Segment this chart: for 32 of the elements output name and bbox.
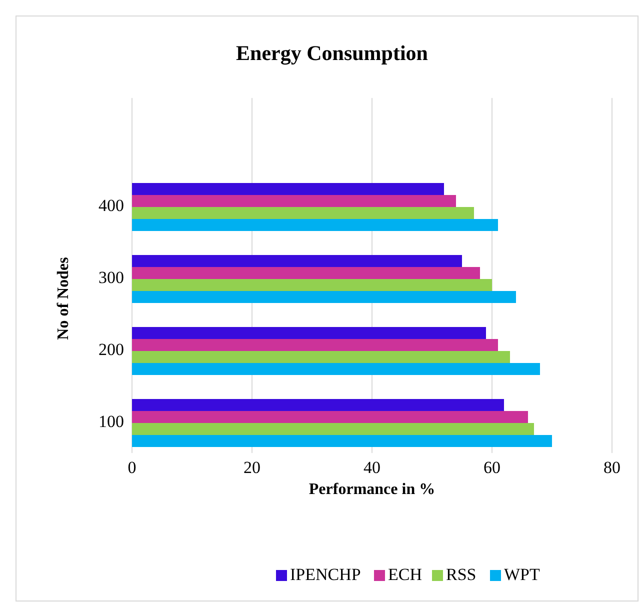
bar bbox=[132, 255, 462, 267]
bar bbox=[132, 435, 552, 447]
bar bbox=[132, 279, 492, 291]
bar bbox=[132, 411, 528, 423]
legend-label: IPENCHP bbox=[290, 565, 361, 584]
bar bbox=[132, 423, 534, 435]
legend-label: ECH bbox=[388, 565, 422, 584]
legend-label: WPT bbox=[504, 565, 540, 584]
bar bbox=[132, 327, 486, 339]
legend-label: RSS bbox=[446, 565, 476, 584]
bar bbox=[132, 219, 498, 231]
bar bbox=[132, 363, 540, 375]
x-axis-title: Performance in % bbox=[308, 481, 436, 498]
x-tick-label: 80 bbox=[604, 458, 620, 477]
bar bbox=[132, 267, 480, 279]
y-tick-label: 300 bbox=[98, 268, 124, 287]
bar bbox=[132, 351, 510, 363]
x-tick-label: 0 bbox=[128, 458, 136, 477]
x-tick-label: 20 bbox=[244, 458, 260, 477]
chart-title: Energy Consumption bbox=[236, 41, 428, 65]
bar bbox=[132, 183, 444, 195]
bar bbox=[132, 291, 516, 303]
x-tick-label: 60 bbox=[484, 458, 500, 477]
x-tick-label: 40 bbox=[364, 458, 380, 477]
bar bbox=[132, 399, 504, 411]
y-tick-label: 200 bbox=[98, 340, 124, 359]
y-tick-label: 400 bbox=[98, 196, 124, 215]
y-tick-label: 100 bbox=[98, 412, 124, 431]
bar bbox=[132, 207, 474, 219]
bar bbox=[132, 339, 498, 351]
y-axis-title: No of Nodes bbox=[55, 257, 72, 340]
bar bbox=[132, 195, 456, 207]
